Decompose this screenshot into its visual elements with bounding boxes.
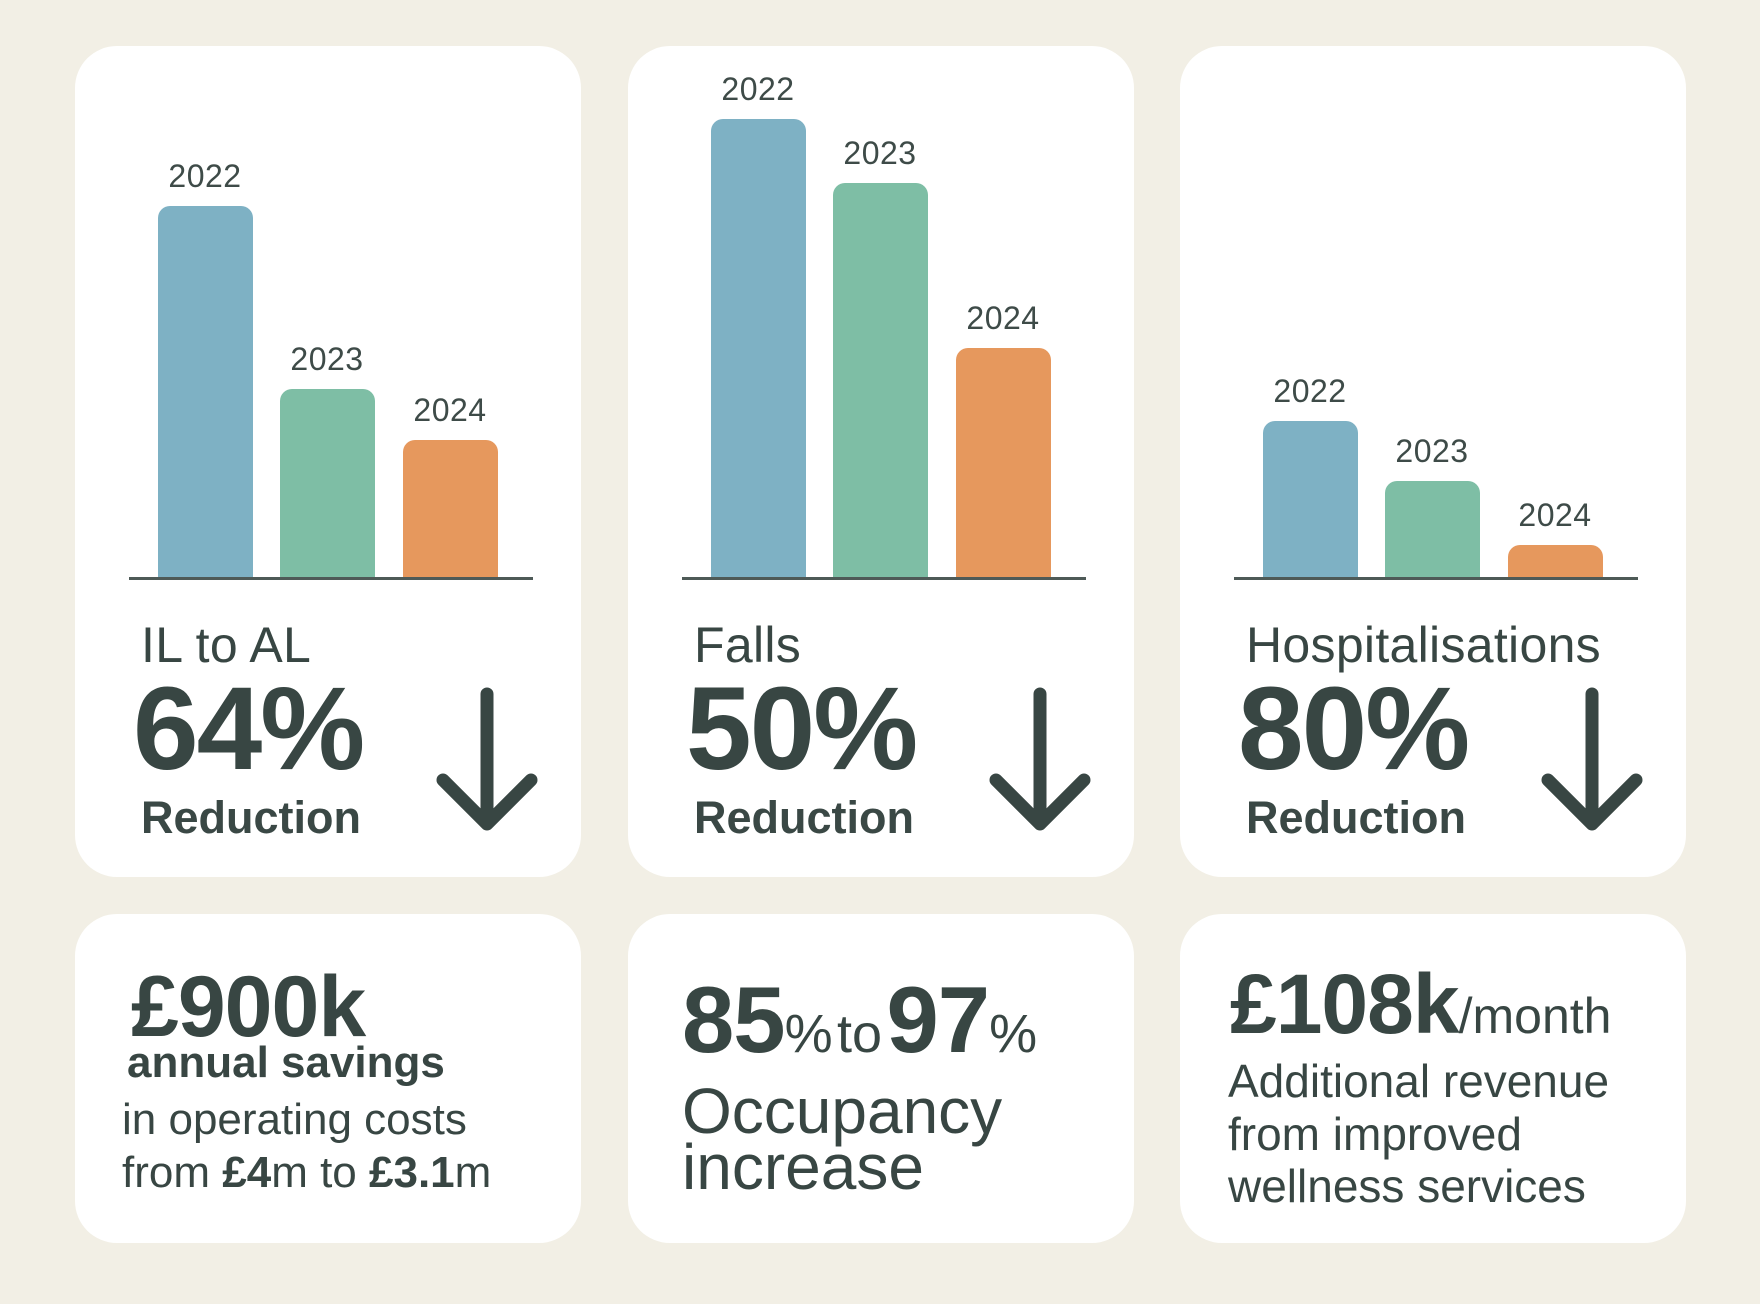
savings-amount: £900k [131,959,366,1055]
year-label-2023: 2023 [290,341,364,377]
revenue-description-2: from improved [1228,1108,1522,1160]
year-label-2024: 2024 [966,300,1040,336]
bar-2023 [1385,481,1480,577]
occupancy-range: 85% to 97% [682,966,1037,1074]
metric-value: 64% [133,663,365,795]
to-unit: m [454,1148,492,1197]
hospitalisations-chart: 2022 2023 2024 [1234,46,1638,580]
to-word: to [837,1004,883,1064]
arrow-down-icon [989,687,1091,831]
bar-2024 [1508,545,1603,577]
revenue-amount-row: £108k/month [1230,956,1611,1053]
bar-2022 [158,206,253,577]
revenue-description-3: wellness services [1228,1160,1586,1212]
falls-card: 2022 2023 2024 Falls 50% Reduction [628,46,1134,877]
bar-2023 [833,183,928,577]
metric-title: Hospitalisations [1246,617,1601,673]
metric-label: Reduction [1246,792,1466,843]
year-label-2022: 2022 [721,71,795,107]
revenue-card: £108k/month Additional revenue from impr… [1180,914,1686,1243]
year-label-2024: 2024 [1518,497,1592,533]
metric-label: Reduction [694,792,914,843]
occupancy-from: 85 [682,967,786,1072]
revenue-amount: £108k [1230,957,1460,1051]
il-to-al-chart: 2022 2023 2024 [129,46,533,580]
revenue-description-1: Additional revenue [1228,1055,1610,1107]
hospitalisations-card: 2022 2023 2024 Hospitalisations 80% Reduct… [1180,46,1686,877]
falls-chart: 2022 2023 2024 [682,46,1086,580]
occupancy-label-2: increase [682,1131,924,1203]
year-label-2023: 2023 [1395,433,1469,469]
year-label-2022: 2022 [168,158,242,194]
from-value: £4 [222,1148,272,1197]
percent-sign: % [784,1004,833,1064]
chart-baseline [1234,577,1638,580]
occupancy-to: 97 [886,967,991,1072]
savings-description: in operating costs [122,1095,467,1144]
to-value: £3.1 [369,1148,455,1197]
from-word: from [122,1148,210,1197]
savings-card: £900k annual savings in operating costs … [75,914,581,1243]
year-label-2024: 2024 [413,392,487,428]
year-label-2022: 2022 [1273,373,1347,409]
metric-value: 50% [686,663,918,795]
metric-value: 80% [1238,663,1470,795]
to-word: to [320,1148,357,1197]
percent-sign: % [989,1004,1038,1064]
occupancy-label: Occupancy [682,1075,1003,1147]
savings-label: annual savings [127,1038,445,1087]
savings-range: from £4m to £3.1m [122,1148,491,1198]
year-label-2023: 2023 [843,135,917,171]
metric-title: IL to AL [141,617,312,673]
bar-2023 [280,389,375,577]
metric-title: Falls [694,617,802,673]
arrow-down-icon [1541,687,1643,831]
bar-2024 [403,440,498,577]
bar-2024 [956,348,1051,577]
chart-baseline [129,577,533,580]
from-unit: m [271,1148,308,1197]
occupancy-card: 85% to 97% Occupancy increase [628,914,1134,1243]
arrow-down-icon [436,687,538,831]
metric-label: Reduction [141,792,361,843]
bar-2022 [711,119,806,577]
il-to-al-card: 2022 2023 2024 IL to AL 64% Reduction [75,46,581,877]
bar-2022 [1263,421,1358,577]
revenue-unit: /month [1458,988,1612,1044]
chart-baseline [682,577,1086,580]
